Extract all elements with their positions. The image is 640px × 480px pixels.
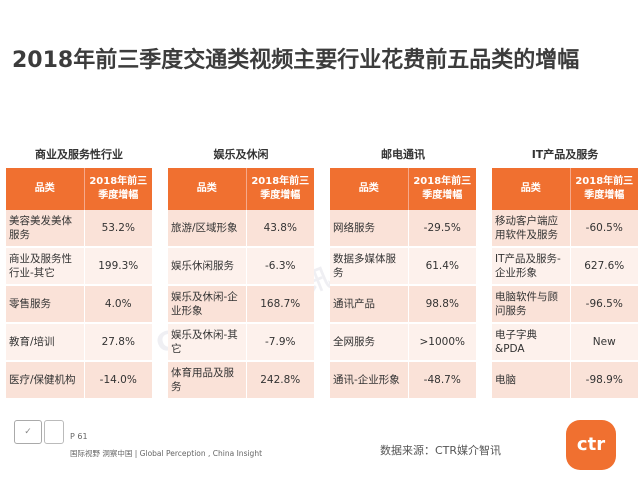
growth-table: 品类 2018年前三季度增幅 移动客户端应用软件及服务 -60.5% IT产品及服务-企…: [492, 168, 638, 400]
row-growth-value: -48.7%: [407, 361, 476, 400]
row-category-name: 医疗/保健机构: [6, 361, 84, 400]
row-category-name: 全网服务: [330, 323, 408, 362]
header-category: 品类: [330, 168, 408, 210]
footer-tagline: 国际视野 洞察中国 | Global Perception , China In…: [70, 449, 263, 458]
row-growth-value: 27.8%: [83, 323, 152, 362]
page-title: 2018年前三季度交通类视频主要行业花费前五品类的增幅: [12, 48, 580, 73]
row-growth-value: >1000%: [407, 323, 476, 362]
row-category-name: 旅游/区域形象: [168, 210, 246, 248]
header-growth: 2018年前三季度增幅: [569, 168, 638, 210]
table-row: 商业及服务性行业-其它 199.3%: [6, 247, 152, 286]
row-category-name: 数据多媒体服务: [330, 247, 408, 286]
row-growth-value: 627.6%: [569, 247, 638, 286]
row-growth-value: -14.0%: [83, 361, 152, 400]
category-panel: 邮电通讯 品类 2018年前三季度增幅 网络服务 -29.5% 数据多媒体服务 61.4% 通…: [330, 148, 476, 400]
table-row: 零售服务 4.0%: [6, 285, 152, 324]
table-row: 医疗/保健机构 -14.0%: [6, 361, 152, 400]
row-category-name: 电脑软件与顾问服务: [492, 285, 570, 324]
row-growth-value: -60.5%: [569, 210, 638, 248]
header-category: 品类: [492, 168, 570, 210]
table-row: 电子字典&PDA New: [492, 323, 638, 362]
row-category-name: 教育/培训: [6, 323, 84, 362]
row-category-name: 商业及服务性行业-其它: [6, 247, 84, 286]
category-panel: 娱乐及休闲品类 2018年前三季度增幅 旅游/区域形象 43.8% 娱乐休闲服务 -6.3…: [168, 148, 314, 400]
row-growth-value: 199.3%: [83, 247, 152, 286]
row-category-name: 零售服务: [6, 285, 84, 324]
table-row: 教育/培训 27.8%: [6, 323, 152, 362]
category-panel: IT产品及服务品类 2018年前三季度增幅 移动客户端应用软件及服务 -60.5% IT…: [492, 148, 638, 400]
growth-table: 品类 2018年前三季度增幅 旅游/区域形象 43.8% 娱乐休闲服务 -6.3% 娱乐及休…: [168, 168, 314, 400]
row-growth-value: 53.2%: [83, 210, 152, 248]
row-category-name: 移动客户端应用软件及服务: [492, 210, 570, 248]
row-category-name: 电子字典&PDA: [492, 323, 570, 362]
row-growth-value: -98.9%: [569, 361, 638, 400]
panel-category-title: 商业及服务性行业: [35, 148, 123, 161]
category-panel: 商业及服务性行业品类 2018年前三季度增幅 美容美发美体服务 53.2% 商业及服务性…: [6, 148, 152, 400]
row-category-name: 体育用品及服务: [168, 361, 246, 400]
table-row: 网络服务 -29.5%: [330, 210, 476, 248]
row-category-name: 娱乐及休闲-企业形象: [168, 285, 246, 324]
row-category-name: 美容美发美体服务: [6, 210, 84, 248]
table-row: 娱乐休闲服务 -6.3%: [168, 247, 314, 286]
panel-category-title: IT产品及服务: [531, 148, 599, 161]
table-row: 通讯产品 98.8%: [330, 285, 476, 324]
row-growth-value: 242.8%: [245, 361, 314, 400]
certification-logo: ✓: [14, 420, 42, 444]
row-growth-value: 168.7%: [245, 285, 314, 324]
row-growth-value: -6.3%: [245, 247, 314, 286]
header-growth: 2018年前三季度增幅: [83, 168, 152, 210]
table-row: 体育用品及服务 242.8%: [168, 361, 314, 400]
table-row: 数据多媒体服务 61.4%: [330, 247, 476, 286]
row-category-name: 电脑: [492, 361, 570, 400]
row-category-name: 娱乐休闲服务: [168, 247, 246, 286]
table-row: IT产品及服务-企业形象 627.6%: [492, 247, 638, 286]
table-row: 全网服务 >1000%: [330, 323, 476, 362]
row-category-name: 通讯产品: [330, 285, 408, 324]
header-growth: 2018年前三季度增幅: [245, 168, 314, 210]
row-growth-value: 4.0%: [83, 285, 152, 324]
data-source: 数据来源：CTR媒介智讯: [380, 444, 502, 457]
table-row: 娱乐及休闲-其它 -7.9%: [168, 323, 314, 362]
ctr-logo: ctr: [566, 420, 616, 470]
table-row: 美容美发美体服务 53.2%: [6, 210, 152, 248]
table-row: 电脑软件与顾问服务 -96.5%: [492, 285, 638, 324]
table-row: 电脑 -98.9%: [492, 361, 638, 400]
table-row: 娱乐及休闲-企业形象 168.7%: [168, 285, 314, 324]
row-category-name: 娱乐及休闲-其它: [168, 323, 246, 362]
row-category-name: IT产品及服务-企业形象: [492, 247, 570, 286]
table-row: 通讯-企业形象 -48.7%: [330, 361, 476, 400]
row-growth-value: -7.9%: [245, 323, 314, 362]
certification-logo-2: [44, 420, 64, 444]
growth-table: 品类 2018年前三季度增幅 网络服务 -29.5% 数据多媒体服务 61.4% 通讯产品 9…: [330, 168, 476, 400]
header-category: 品类: [6, 168, 84, 210]
row-growth-value: -29.5%: [407, 210, 476, 248]
panel-category-title: 娱乐及休闲: [213, 148, 269, 161]
row-category-name: 网络服务: [330, 210, 408, 248]
row-growth-value: New: [569, 323, 638, 362]
row-growth-value: 43.8%: [245, 210, 314, 248]
row-growth-value: 98.8%: [407, 285, 476, 324]
header-category: 品类: [168, 168, 246, 210]
page-number: P 61: [70, 432, 88, 441]
row-growth-value: -96.5%: [569, 285, 638, 324]
panel-category-title: 邮电通讯: [381, 148, 425, 161]
header-growth: 2018年前三季度增幅: [407, 168, 476, 210]
table-row: 移动客户端应用软件及服务 -60.5%: [492, 210, 638, 248]
growth-table: 品类 2018年前三季度增幅 美容美发美体服务 53.2% 商业及服务性行业-其它 199…: [6, 168, 152, 400]
table-row: 旅游/区域形象 43.8%: [168, 210, 314, 248]
row-category-name: 通讯-企业形象: [330, 361, 408, 400]
row-growth-value: 61.4%: [407, 247, 476, 286]
